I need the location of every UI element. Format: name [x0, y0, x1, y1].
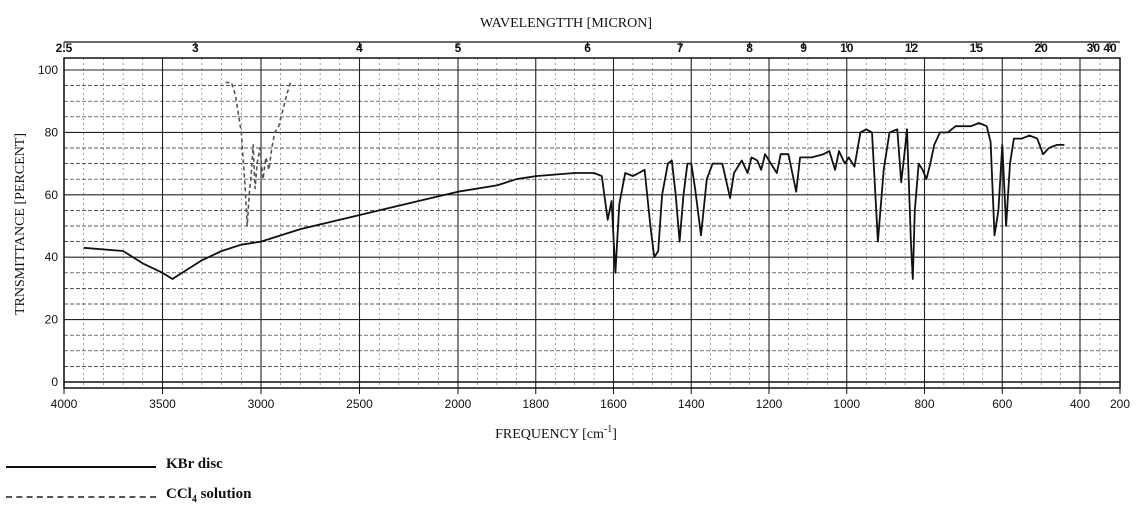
plot-border — [63, 57, 1121, 389]
legend-label-kbr: KBr disc — [166, 456, 223, 472]
y-tick-label: 0 — [51, 375, 58, 389]
x-tick-labels: 4000 3500 3000 2500 2000 1800 1600 1400 1200 1000… — [51, 388, 1130, 411]
series-line-kbr — [83, 122, 1065, 280]
x-tick-label: 3000 — [248, 397, 275, 411]
x-tick-label: 1600 — [600, 397, 627, 411]
y-axis-label: TRNSMITTANCE [PERCENT] — [13, 133, 28, 315]
x-tick-label: 3500 — [149, 397, 176, 411]
legend-swatch-solid — [6, 466, 156, 468]
x-axis-label: FREQUENCY [cm-1] — [495, 424, 617, 442]
x-tick-label: 2000 — [445, 397, 472, 411]
legend-swatch-dashed — [6, 496, 156, 498]
legend-item-kbr: KBr disc — [0, 454, 300, 482]
x-tick-label: 4000 — [51, 397, 78, 411]
y-tick-label: 100 — [38, 63, 58, 77]
y-tick-label: 60 — [45, 188, 59, 202]
legend-item-ccl4: CCl4 solution — [0, 484, 320, 512]
y-tick-label: 40 — [45, 250, 59, 264]
x-tick-label: 2500 — [346, 397, 373, 411]
x-tick-label: 1400 — [678, 397, 705, 411]
x-tick-label: 1000 — [833, 397, 860, 411]
x-tick-label: 800 — [914, 397, 934, 411]
chart-title: WAVELENGTTH [MICRON] — [480, 16, 652, 31]
x-tick-label: 600 — [992, 397, 1012, 411]
grid — [63, 58, 1120, 388]
top-tick-labels: 2.53456789101215203040 — [56, 41, 1117, 55]
series-lines — [83, 81, 1065, 280]
y-tick-label: 80 — [45, 125, 59, 139]
y-tick-labels: 0 20 40 60 80 100 — [38, 63, 58, 389]
plot-frame — [63, 41, 1121, 389]
legend-label-ccl4: CCl4 solution — [166, 486, 252, 505]
x-tick-label: 1800 — [522, 397, 549, 411]
x-tick-label: 400 — [1070, 397, 1090, 411]
y-tick-label: 20 — [45, 313, 59, 327]
x-tick-label: 200 — [1110, 397, 1130, 411]
x-tick-label: 1200 — [756, 397, 783, 411]
